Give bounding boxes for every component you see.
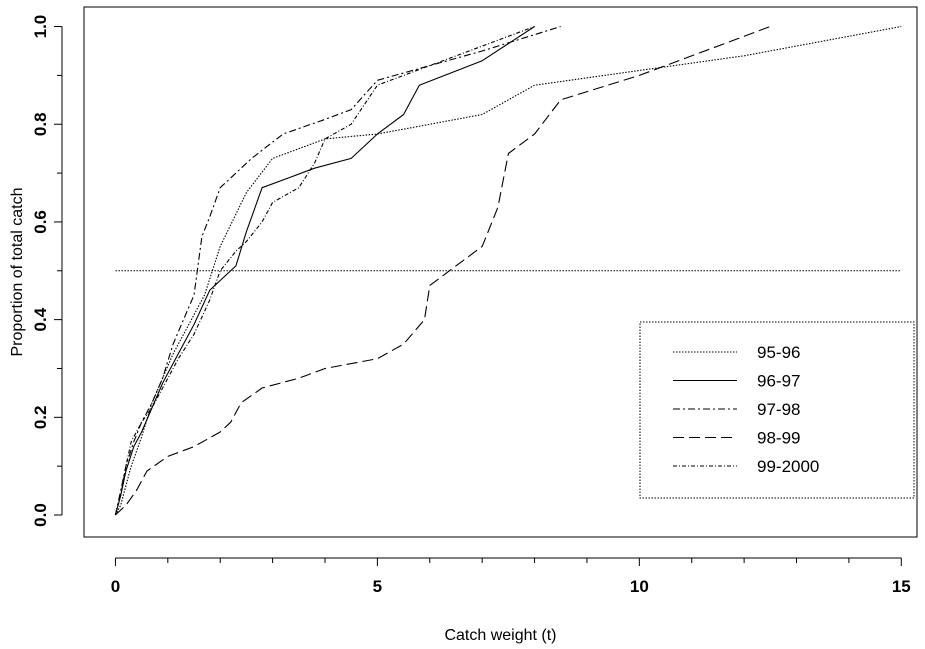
y-tick-label: 0.4 (31, 307, 50, 331)
x-tick-label: 0 (111, 577, 120, 596)
y-tick-label: 0.0 (31, 503, 50, 527)
plot-frame (83, 6, 918, 538)
legend-label-97-98: 97-98 (757, 400, 800, 419)
x-axis: 0 5 10 15 (111, 557, 911, 596)
y-axis-title: Proportion of total catch (9, 188, 26, 357)
series-line-97-98 (114, 25, 561, 516)
y-tick-label: 0.6 (31, 210, 50, 234)
y-tick-label: 0.2 (31, 406, 50, 430)
legend-label-98-99: 98-99 (757, 429, 800, 448)
legend-label-95-96: 95-96 (757, 343, 800, 362)
series-layer (114, 25, 902, 516)
legend: 95-96 96-97 97-98 98-99 99-2000 (639, 321, 915, 499)
legend-box (639, 321, 915, 499)
y-axis: 0.0 0.2 0.4 0.6 0.8 1.0 (31, 15, 63, 527)
legend-label-96-97: 96-97 (757, 372, 800, 391)
x-tick-label: 5 (373, 577, 382, 596)
series-line-96-97 (114, 26, 535, 516)
y-tick-label: 1.0 (31, 15, 50, 39)
series-line-99-2000 (114, 25, 535, 516)
x-axis-title: Catch weight (t) (444, 627, 556, 644)
series-line-98-99 (115, 25, 771, 516)
y-tick-label: 0.8 (31, 112, 50, 136)
x-tick-label: 10 (630, 577, 649, 596)
legend-label-99-2000: 99-2000 (757, 457, 819, 476)
series-line-95-96 (114, 25, 902, 516)
x-tick-label: 15 (892, 577, 911, 596)
